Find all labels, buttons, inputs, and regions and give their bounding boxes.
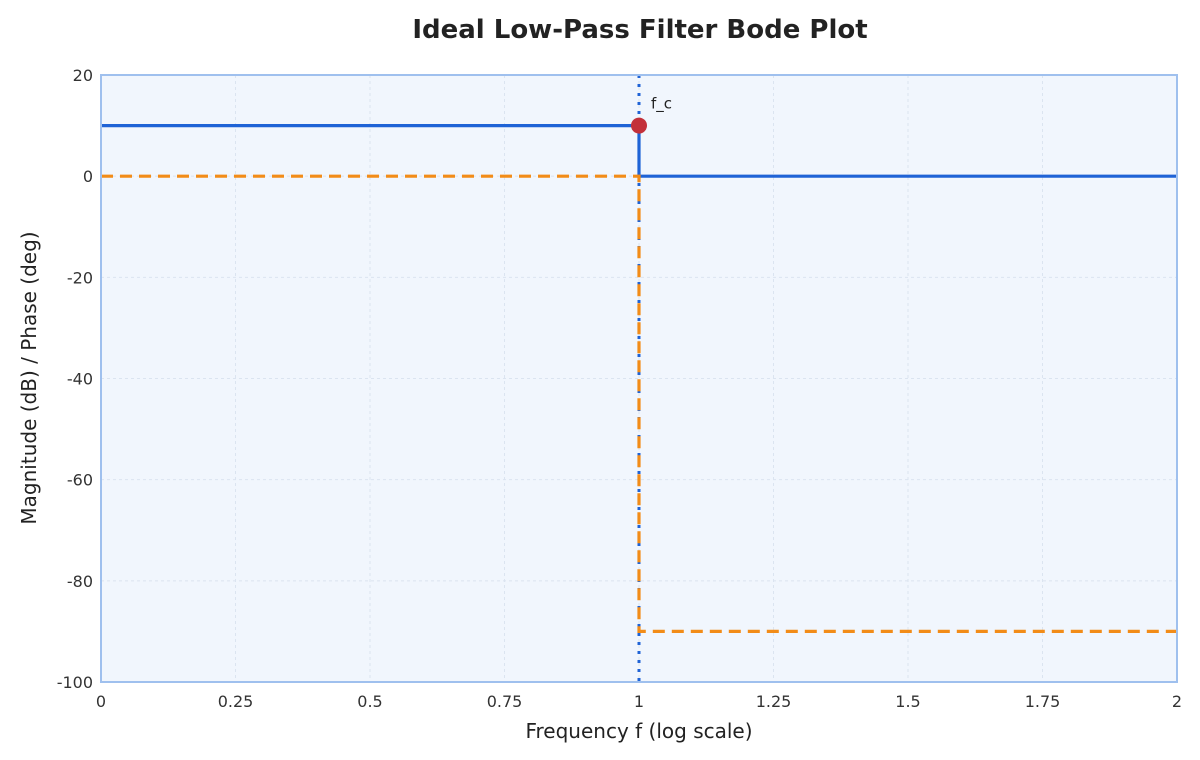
x-tick-label: 0.5: [357, 692, 382, 711]
x-axis-label: Frequency f (log scale): [525, 719, 752, 743]
x-tick-label: 0.75: [487, 692, 523, 711]
y-tick-label: -100: [57, 673, 93, 692]
magnitude-series-line: [101, 123, 1177, 178]
y-tick-label: -60: [67, 471, 93, 490]
y-axis-ticks: -100 -80 -60 -40 -20 0 20: [57, 66, 93, 692]
y-tick-label: 20: [73, 66, 93, 85]
x-tick-label: 0.25: [218, 692, 254, 711]
phase-series-line: [101, 174, 1177, 634]
chart-title: Ideal Low-Pass Filter Bode Plot: [412, 15, 867, 45]
cutoff-marker-point: [631, 117, 647, 134]
x-tick-label: 1.75: [1025, 692, 1061, 711]
x-tick-label: 0: [96, 692, 106, 711]
x-tick-label: 2: [1172, 692, 1182, 711]
x-axis-ticks: 0 0.25 0.5 0.75 1 1.25 1.5 1.75 2: [96, 692, 1182, 711]
x-tick-label: 1: [634, 692, 644, 711]
y-tick-label: 0: [83, 167, 93, 186]
plot-frame: [100, 74, 1178, 683]
y-tick-label: -20: [67, 268, 93, 287]
cutoff-annotation: f_c: [651, 95, 672, 114]
x-tick-label: 1.25: [756, 692, 792, 711]
x-tick-label: 1.5: [895, 692, 920, 711]
y-tick-label: -40: [67, 370, 93, 389]
y-axis-label: Magnitude (dB) / Phase (deg): [17, 231, 41, 524]
series-layer: [101, 75, 1177, 682]
y-tick-label: -80: [67, 572, 93, 591]
